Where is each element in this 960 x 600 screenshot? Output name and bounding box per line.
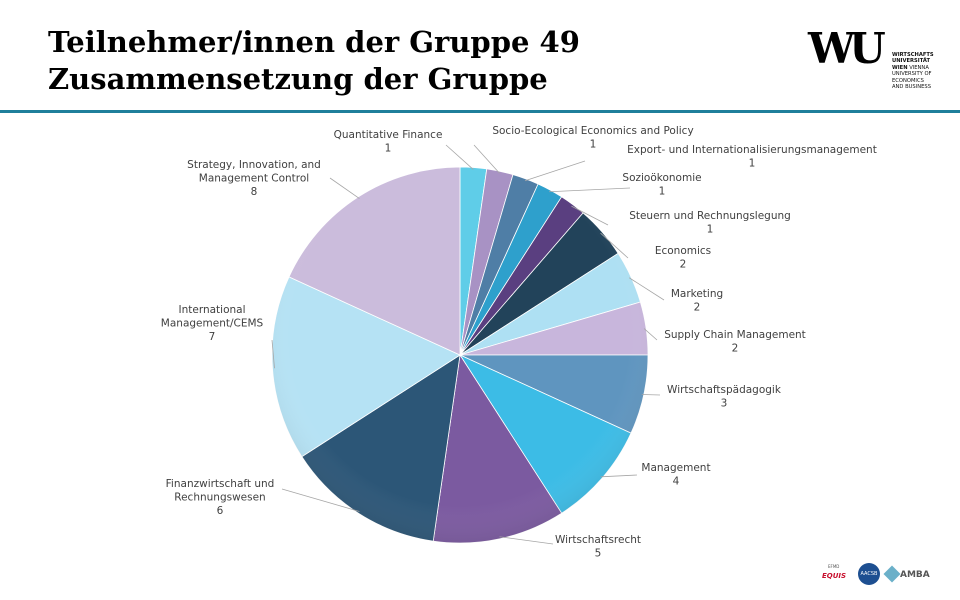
leader-line-7	[628, 277, 665, 301]
logo-line-6: and Business	[892, 84, 931, 91]
page-title: Teilnehmer/innen der Gruppe 49 Zusammens…	[48, 24, 580, 98]
data-label-13: International Management/CEMS 7	[161, 304, 264, 343]
amba-text: AMBA	[900, 570, 930, 580]
equis-efmd-text: EFMD	[828, 564, 840, 569]
equis-badge: EFMD EQUIS	[818, 562, 854, 588]
data-label-10: Management 4	[641, 462, 710, 488]
data-label-3: Export- und Internationalisierungsmanage…	[627, 144, 877, 170]
logo-line-3-bold: Wien	[892, 64, 908, 71]
aacsb-seal-icon: AACSB	[858, 563, 880, 585]
data-label-1: Quantitative Finance 1	[334, 129, 443, 155]
pie-shading	[272, 167, 648, 543]
logo-line-1: Wirtschafts	[892, 52, 934, 58]
data-label-5: Steuern und Rechnungslegung 1	[629, 210, 791, 236]
aacsb-badge: AACSB	[858, 562, 882, 588]
leader-line-3	[524, 160, 586, 182]
data-label-4: Sozioökonomie 1	[622, 172, 701, 198]
wu-logo: WU Wirtschafts Universität Wien Vienna U…	[808, 28, 936, 96]
data-label-9: Wirtschaftspädagogik 3	[667, 384, 782, 410]
logo-line-5: Economics	[892, 77, 924, 84]
logo-line-3-rest: Vienna	[907, 64, 929, 71]
data-label-6: Economics 2	[655, 245, 711, 271]
data-label-7: Marketing 2	[671, 288, 723, 314]
leader-line-2	[473, 144, 500, 174]
leader-line-1	[445, 144, 474, 170]
title-line-1: Teilnehmer/innen der Gruppe 49	[48, 25, 580, 59]
data-label-2: Socio-Ecological Economics and Policy 1	[492, 125, 693, 151]
leader-line-12	[281, 488, 360, 512]
data-label-12: Finanzwirtschaft und Rechnungswesen 6	[166, 478, 275, 517]
leader-line-10	[600, 474, 638, 478]
title-line-2: Zusammensetzung der Gruppe	[48, 62, 548, 96]
data-label-14: Strategy, Innovation, and Management Cont…	[187, 159, 321, 198]
equis-text: EQUIS	[822, 572, 847, 580]
logo-mark: WU	[808, 24, 886, 73]
header-divider	[0, 110, 960, 113]
amba-diamond-icon	[883, 565, 901, 583]
logo-text: Wirtschafts Universität Wien Vienna Univ…	[892, 52, 942, 90]
logo-line-4: University of	[892, 71, 932, 78]
leader-line-4	[549, 187, 631, 193]
logo-line-3: Wien Vienna	[892, 65, 942, 71]
data-label-11: Wirtschaftsrecht 5	[555, 534, 641, 560]
data-label-8: Supply Chain Management 2	[664, 329, 806, 355]
leader-line-14	[329, 177, 360, 199]
logo-line-2: Universität	[892, 58, 930, 65]
leader-line-11	[499, 536, 554, 545]
amba-badge: AMBA	[883, 562, 936, 588]
